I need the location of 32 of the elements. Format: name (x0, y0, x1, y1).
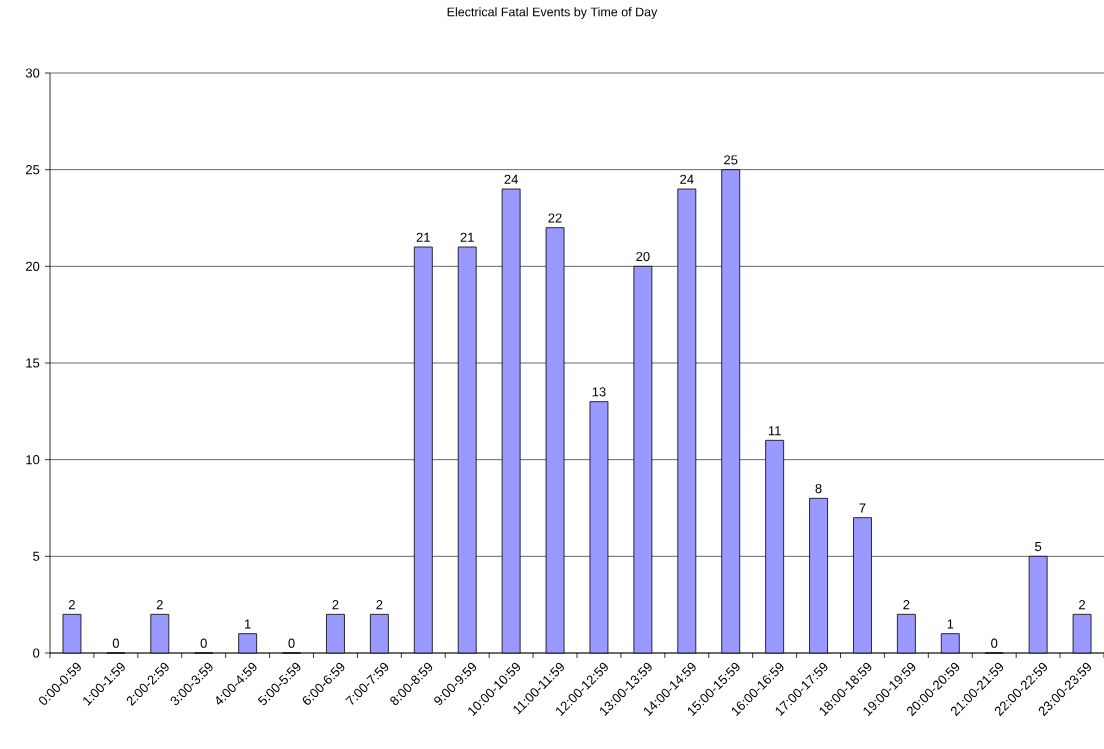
data-label: 2 (69, 600, 75, 610)
data-label: 2 (156, 600, 163, 610)
data-label: 2 (332, 600, 339, 610)
y-tick-label: 30 (25, 68, 40, 78)
data-label: 21 (416, 232, 430, 242)
data-label: 22 (548, 213, 562, 223)
data-label: 0 (112, 638, 119, 648)
y-tick-label: 0 (33, 648, 40, 658)
chart-title: Electrical Fatal Events by Time of Day (447, 7, 658, 19)
data-label: 24 (504, 174, 518, 184)
data-label: 24 (680, 174, 694, 184)
data-label: 20 (636, 251, 650, 262)
data-label: 25 (724, 155, 738, 165)
data-label: 8 (815, 483, 822, 494)
data-label: 2 (903, 600, 910, 610)
data-label: 1 (947, 619, 954, 629)
data-label: 0 (288, 638, 295, 648)
y-tick-label: 15 (26, 358, 40, 368)
y-tick-label: 5 (33, 551, 40, 561)
data-label: 2 (1079, 600, 1086, 610)
data-label: 7 (859, 503, 866, 513)
data-label: 5 (1035, 542, 1042, 552)
data-label: 0 (991, 638, 998, 648)
data-label: 13 (592, 387, 606, 397)
data-label: 21 (460, 232, 474, 242)
data-label: 0 (200, 638, 207, 648)
y-tick-label: 10 (26, 455, 40, 465)
y-tick-label: 25 (26, 165, 40, 175)
data-label: 1 (245, 619, 251, 629)
data-label: 2 (376, 600, 383, 610)
y-tick-label: 20 (26, 261, 40, 271)
data-label: 11 (768, 426, 781, 436)
